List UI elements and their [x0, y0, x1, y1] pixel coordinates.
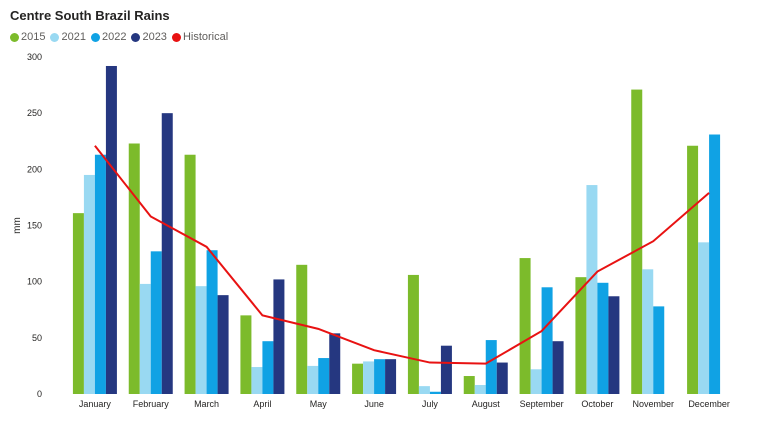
x-tick-label: October — [581, 399, 613, 409]
legend-item-2015[interactable]: 2015 — [10, 31, 45, 43]
bar-2023-september[interactable] — [552, 341, 564, 394]
legend-item-2022[interactable]: 2022 — [90, 31, 127, 43]
x-tick-label: September — [520, 399, 564, 409]
bar-2022-september[interactable] — [541, 287, 553, 394]
bar-2021-september[interactable] — [530, 369, 542, 394]
chart-legend: 2015 2021 2022 2023 Historical — [10, 31, 233, 43]
bar-2022-april[interactable] — [262, 341, 274, 394]
bar-2015-november[interactable] — [631, 89, 643, 395]
legend-item-2023[interactable]: 2023 — [131, 31, 167, 43]
x-tick-label: January — [79, 399, 112, 409]
bar-2015-september[interactable] — [519, 258, 531, 394]
bar-2021-march[interactable] — [195, 286, 207, 394]
bar-2023-july[interactable] — [440, 345, 452, 394]
bar-2021-february[interactable] — [139, 283, 151, 394]
line-historical[interactable] — [94, 145, 710, 365]
bar-2015-february[interactable] — [128, 143, 140, 394]
y-tick-label: 50 — [32, 333, 42, 343]
bar-2022-december[interactable] — [709, 134, 721, 394]
x-tick-label: August — [472, 399, 501, 409]
bar-2015-may[interactable] — [296, 264, 308, 394]
bar-2021-october[interactable] — [586, 185, 598, 394]
bar-2022-october[interactable] — [597, 282, 609, 394]
legend-label: Historical — [182, 31, 229, 43]
bar-2021-january[interactable] — [83, 174, 95, 394]
y-tick-label: 300 — [27, 52, 42, 62]
bar-2022-may[interactable] — [318, 358, 330, 394]
bar-2023-june[interactable] — [385, 359, 397, 394]
bar-2015-january[interactable] — [72, 213, 84, 394]
bar-2015-march[interactable] — [184, 154, 196, 394]
x-tick-label: May — [310, 399, 328, 409]
bar-2021-december[interactable] — [698, 242, 710, 394]
bar-2015-july[interactable] — [407, 274, 419, 394]
bar-2023-february[interactable] — [161, 113, 173, 395]
bar-2022-july[interactable] — [429, 391, 441, 394]
bar-2022-february[interactable] — [150, 251, 162, 394]
bar-2021-june[interactable] — [363, 361, 375, 394]
bar-2021-may[interactable] — [307, 365, 319, 394]
bar-2015-october[interactable] — [575, 277, 587, 394]
bar-2022-january[interactable] — [94, 154, 106, 394]
bar-2015-june[interactable] — [352, 363, 364, 394]
bar-2021-november[interactable] — [642, 269, 654, 394]
legend-label: 2022 — [101, 31, 127, 43]
chart-title: Centre South Brazil Rains — [10, 8, 170, 23]
y-tick-label: 250 — [27, 108, 42, 118]
y-tick-label: 0 — [37, 389, 42, 399]
legend-item-2021[interactable]: 2021 — [50, 31, 86, 43]
x-tick-label: June — [364, 399, 384, 409]
legend-marker — [131, 32, 141, 42]
legend-label: 2023 — [142, 31, 167, 43]
bar-2023-october[interactable] — [608, 296, 620, 394]
bar-2023-march[interactable] — [217, 295, 229, 394]
x-tick-label: July — [422, 399, 439, 409]
legend-marker — [10, 32, 19, 42]
bar-2023-may[interactable] — [329, 333, 341, 394]
bar-2022-june[interactable] — [374, 359, 386, 394]
x-tick-label: November — [632, 399, 674, 409]
bar-2023-january[interactable] — [105, 65, 117, 394]
x-tick-label: December — [688, 399, 730, 409]
bar-2022-august[interactable] — [485, 340, 497, 394]
bar-2021-april[interactable] — [251, 367, 263, 394]
bar-2022-november[interactable] — [653, 306, 665, 394]
legend-marker — [171, 32, 181, 42]
bar-2021-august[interactable] — [474, 385, 486, 394]
bar-2022-march[interactable] — [206, 250, 218, 394]
x-tick-label: March — [194, 399, 219, 409]
y-tick-label: 100 — [27, 277, 42, 287]
legend-item-historical[interactable]: Historical — [171, 31, 229, 43]
x-tick-label: April — [253, 399, 271, 409]
bar-2021-july[interactable] — [418, 386, 430, 394]
y-tick-label: 150 — [27, 221, 42, 231]
y-tick-label: 200 — [27, 164, 42, 174]
legend-label: 2021 — [61, 31, 86, 43]
legend-marker — [90, 32, 100, 42]
legend-label: 2015 — [21, 31, 46, 43]
legend-marker — [50, 32, 60, 42]
bar-2023-april[interactable] — [273, 279, 285, 394]
bar-2015-december[interactable] — [687, 145, 699, 394]
bar-2015-april[interactable] — [240, 315, 252, 394]
y-axis-label: mm — [12, 217, 23, 234]
x-tick-label: February — [133, 399, 170, 409]
bar-2015-august[interactable] — [463, 376, 475, 394]
bar-2023-august[interactable] — [496, 362, 508, 394]
